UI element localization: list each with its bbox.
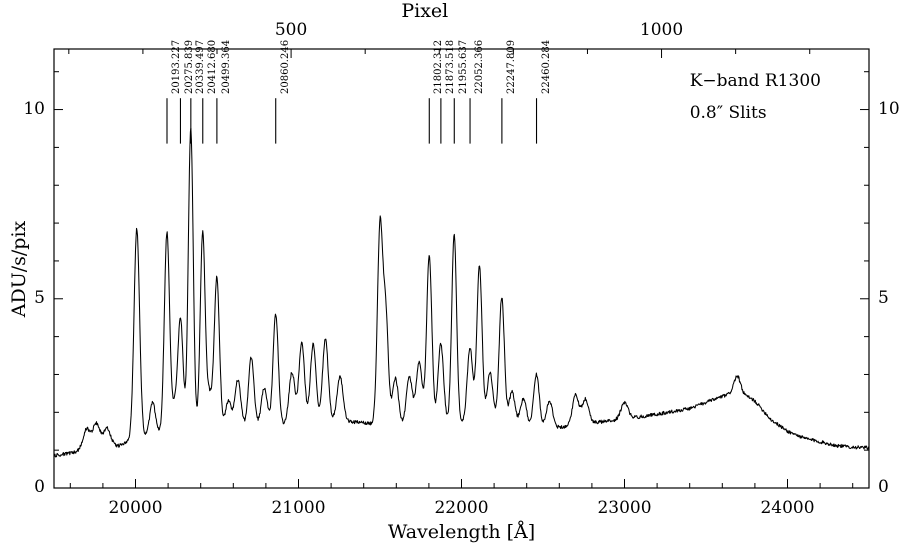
top-xtick-label: 500 (274, 20, 308, 40)
ytick-label-right: 10 (878, 98, 900, 119)
annotation-band-mode: K−band R1300 (689, 71, 821, 92)
ytick-label-left: 0 (34, 477, 45, 497)
annotation-slit-width: 0.8″ Slits (689, 103, 767, 124)
line-marker-label: 20412.680 (206, 40, 218, 95)
ytick-label-left: 5 (34, 287, 45, 308)
line-marker-label: 20860.246 (279, 40, 291, 95)
spectrum-trace (53, 127, 870, 458)
ytick-label-right: 5 (878, 287, 889, 308)
ytick-label-right: 0 (878, 477, 889, 497)
line-marker-label: 20193.227 (170, 40, 182, 95)
xtick-label: 22000 (434, 498, 489, 518)
line-marker-label: 22247.809 (505, 40, 517, 95)
line-marker-label: 21873.518 (444, 40, 456, 95)
line-marker-label: 20275.839 (184, 40, 196, 95)
bottom-axis-title: Wavelength [Å] (387, 521, 536, 543)
line-marker-label: 20339.497 (194, 40, 206, 95)
xtick-label: 20000 (108, 498, 163, 518)
axes-layer (53, 48, 870, 489)
ytick-label-left: 10 (23, 98, 45, 119)
xtick-label: 21000 (271, 498, 326, 518)
xtick-label: 24000 (760, 498, 815, 518)
xtick-label: 23000 (597, 498, 652, 518)
line-marker-label: 21802.312 (433, 40, 445, 95)
line-marker-layer (166, 98, 538, 144)
line-marker-label: 21955.637 (458, 40, 470, 95)
top-axis-title: Pixel (401, 0, 449, 22)
line-marker-label: 22460.284 (540, 40, 552, 95)
line-marker-label: 22052.366 (474, 40, 486, 95)
line-marker-label: 20499.364 (220, 40, 232, 95)
top-xtick-label: 1000 (639, 20, 684, 40)
